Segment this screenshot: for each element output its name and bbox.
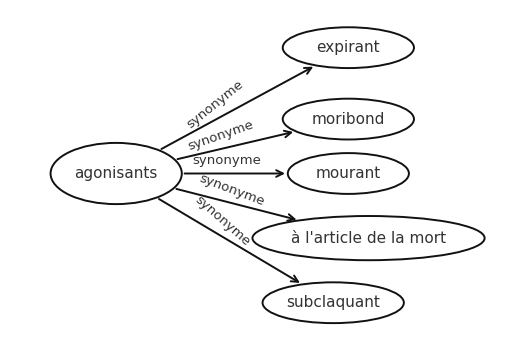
Text: synonyme: synonyme <box>192 193 252 249</box>
Text: synonyme: synonyme <box>186 118 255 153</box>
Ellipse shape <box>50 143 182 204</box>
Text: moribond: moribond <box>312 112 385 127</box>
Ellipse shape <box>283 27 414 68</box>
Text: agonisants: agonisants <box>75 166 158 181</box>
Text: à l'article de la mort: à l'article de la mort <box>291 231 446 246</box>
Ellipse shape <box>263 282 404 323</box>
Text: expirant: expirant <box>317 40 380 55</box>
Text: subclaquant: subclaquant <box>286 295 380 310</box>
Ellipse shape <box>283 99 414 139</box>
Text: mourant: mourant <box>316 166 381 181</box>
Ellipse shape <box>252 216 485 260</box>
Text: synonyme: synonyme <box>184 78 246 132</box>
Text: synonyme: synonyme <box>197 172 266 208</box>
Ellipse shape <box>288 153 409 194</box>
Text: synonyme: synonyme <box>192 154 261 167</box>
